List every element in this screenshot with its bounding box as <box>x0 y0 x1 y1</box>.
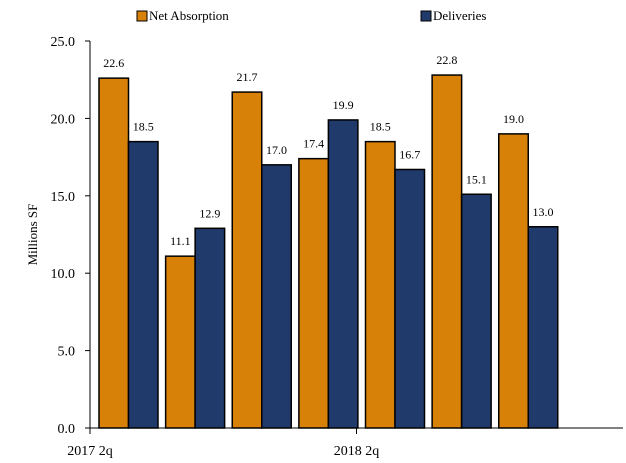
y-tick-label-0: 0.0 <box>58 422 76 437</box>
data-label-0-2: 21.7 <box>237 70 258 84</box>
bars <box>98 74 559 429</box>
bar-1-1 <box>194 227 226 429</box>
bar-1-3 <box>327 119 359 429</box>
y-ticks: 0.0 5.0 10.0 15.0 20.0 25.0 <box>51 35 90 437</box>
x-tick-label-0: 2017 2q <box>67 444 113 459</box>
bar-0-3 <box>298 157 330 429</box>
y-tick-label-4: 20.0 <box>51 112 76 127</box>
bar-0-2 <box>231 91 263 429</box>
y-axis-label: Millions SF <box>25 204 40 266</box>
y-tick-label-5: 25.0 <box>51 35 76 50</box>
data-label-1-3: 19.9 <box>333 98 354 112</box>
data-label-0-4: 18.5 <box>370 120 391 134</box>
legend-label-1: Deliveries <box>433 8 486 23</box>
bar-1-0 <box>127 140 159 429</box>
y-tick-label-2: 10.0 <box>51 267 76 282</box>
x-tick-label-1: 2018 2q <box>334 444 380 459</box>
bar-0-0 <box>98 77 130 429</box>
bar-1-4 <box>394 168 426 429</box>
data-label-0-3: 17.4 <box>303 137 324 151</box>
data-label-0-0: 22.6 <box>103 56 124 70</box>
bar-0-6 <box>498 133 529 429</box>
data-label-1-2: 17.0 <box>266 143 287 157</box>
y-tick-label-1: 5.0 <box>58 345 76 360</box>
legend: Net Absorption Deliveries <box>136 8 486 23</box>
y-tick-label-3: 15.0 <box>51 190 76 205</box>
bar-1-6 <box>527 226 559 429</box>
bar-0-1 <box>164 255 196 429</box>
data-labels: 22.6 18.5 11.1 12.9 21.7 17.0 17.4 19.9 18.5 16.7… <box>103 53 553 248</box>
bar-1-5 <box>460 193 492 429</box>
legend-swatch-0 <box>136 10 148 22</box>
data-label-1-6: 13.0 <box>533 205 554 219</box>
legend-swatch-1 <box>420 10 432 22</box>
x-ticks: 2017 2q 2018 2q <box>67 428 379 459</box>
data-label-1-5: 15.1 <box>466 172 487 186</box>
bar-1-2 <box>261 164 292 429</box>
data-label-1-1: 12.9 <box>199 206 220 220</box>
data-label-0-1: 11.1 <box>170 234 191 248</box>
bar-0-5 <box>431 74 463 429</box>
bar-0-4 <box>364 140 396 429</box>
legend-label-0: Net Absorption <box>149 8 229 23</box>
data-label-0-5: 22.8 <box>436 53 457 67</box>
data-label-1-0: 18.5 <box>133 120 154 134</box>
data-label-1-4: 16.7 <box>399 147 420 161</box>
data-label-0-6: 19.0 <box>503 112 524 126</box>
